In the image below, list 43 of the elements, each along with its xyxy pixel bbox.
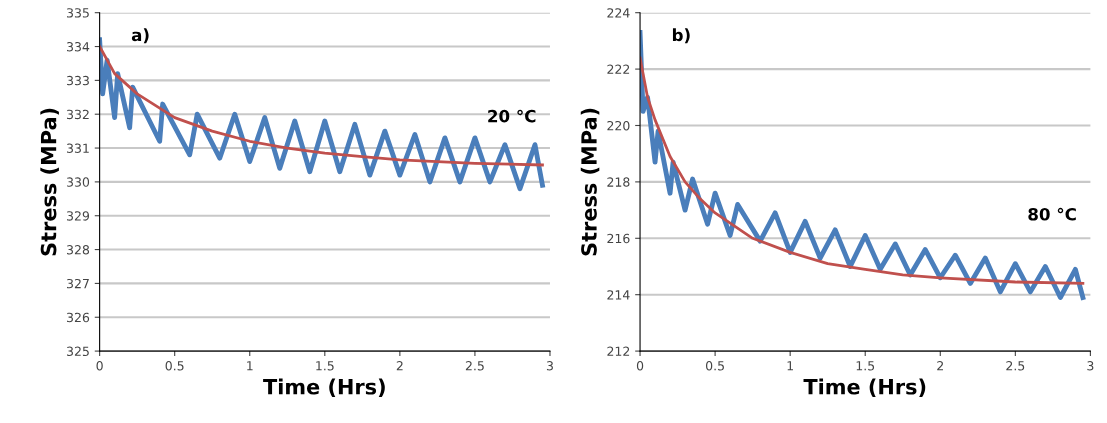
y-tick-label: 329 (67, 211, 90, 221)
x-tick-label: 0.5 (165, 361, 184, 371)
y-tick-label: 334 (67, 42, 90, 52)
y-tick-label: 328 (67, 245, 90, 255)
y-tick-label: 335 (67, 8, 89, 18)
y-tick-label: 333 (67, 75, 89, 86)
line-series (99, 45, 544, 167)
x-axis-title: Time (Hrs) (263, 378, 385, 398)
x-tick-label: 3 (546, 361, 553, 371)
y-tick-label: 212 (607, 346, 630, 356)
y-tick-label: 224 (607, 8, 630, 18)
annotation: 20 °C (488, 109, 536, 123)
y-axis-title: Stress (MPa) (580, 108, 600, 256)
y-axis-title: Stress (MPa) (40, 108, 59, 256)
annotation: a) (131, 28, 149, 44)
x-tick-label: 2.5 (465, 361, 484, 371)
x-tick-label: 2.5 (1006, 361, 1025, 371)
x-tick-label: 0.5 (705, 361, 724, 371)
y-tick-label: 332 (67, 109, 89, 120)
y-tick-label: 330 (67, 177, 90, 187)
line-series (640, 56, 1085, 285)
y-tick-label: 214 (607, 290, 630, 300)
annotation: 80 °C (1028, 207, 1076, 221)
line-series (640, 30, 1086, 300)
x-tick-label: 2 (937, 361, 943, 371)
x-tick-label: 2 (396, 361, 403, 371)
y-tick-label: 331 (67, 143, 89, 153)
x-tick-label: 1 (787, 361, 793, 371)
y-tick-label: 326 (67, 312, 90, 323)
x-tick-label: 1.5 (856, 361, 875, 371)
x-tick-label: 0 (636, 361, 644, 371)
y-tick-label: 327 (67, 278, 89, 289)
x-axis-title: Time (Hrs) (803, 378, 926, 398)
x-tick-label: 1.5 (316, 361, 334, 371)
y-tick-label: 220 (607, 120, 630, 131)
x-tick-label: 1 (247, 361, 253, 371)
x-tick-label: 3 (1087, 361, 1094, 371)
y-tick-label: 325 (67, 346, 89, 357)
y-tick-label: 216 (607, 233, 630, 244)
annotation: b) (672, 28, 690, 44)
y-tick-label: 218 (607, 177, 630, 187)
y-tick-label: 222 (607, 64, 630, 74)
x-tick-label: 0 (96, 361, 103, 371)
